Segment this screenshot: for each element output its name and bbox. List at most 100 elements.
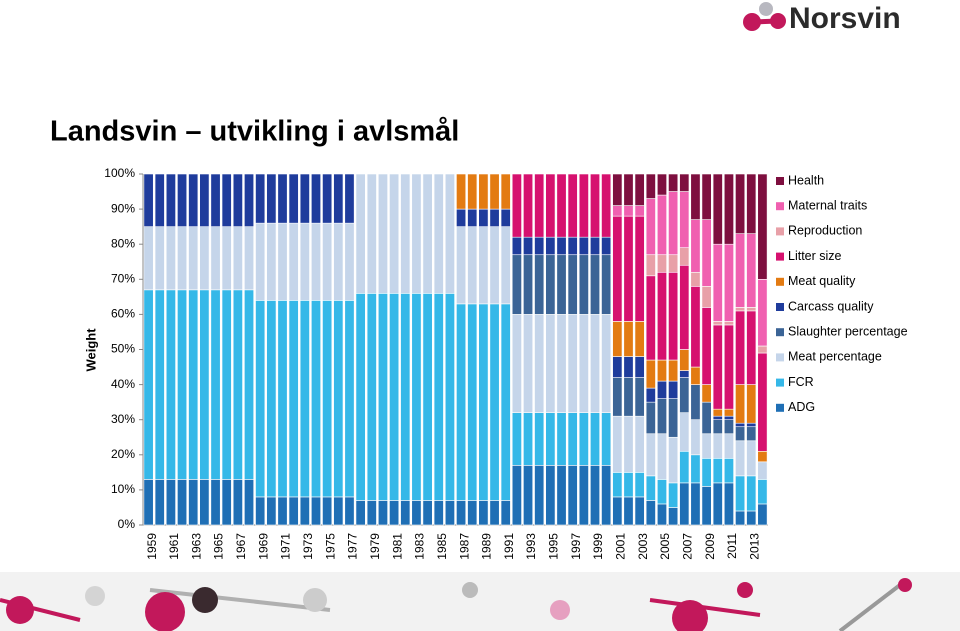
bar-segment bbox=[299, 173, 310, 224]
bar-segment bbox=[634, 377, 645, 417]
x-tick-label: 1993 bbox=[524, 533, 538, 560]
legend-label: Reproduction bbox=[788, 224, 862, 238]
bar-segment bbox=[634, 205, 645, 217]
bar-segment bbox=[467, 226, 478, 305]
bar-segment bbox=[489, 208, 500, 227]
bar-segment bbox=[757, 503, 768, 526]
bar-segment bbox=[623, 356, 634, 378]
legend-swatch bbox=[776, 252, 784, 261]
bar-segment bbox=[277, 496, 288, 526]
x-tick-label: 1979 bbox=[368, 533, 382, 560]
logo: Norsvin bbox=[743, 2, 901, 35]
bar-segment bbox=[578, 314, 589, 413]
x-tick-label: 1959 bbox=[145, 533, 159, 560]
bar-segment bbox=[612, 472, 623, 498]
bar-segment bbox=[690, 366, 701, 385]
bar-segment bbox=[545, 465, 556, 526]
bar-segment bbox=[612, 321, 623, 357]
bar-segment bbox=[534, 254, 545, 315]
bar-segment bbox=[679, 173, 690, 192]
bar-segment bbox=[422, 293, 433, 501]
bar-segment bbox=[712, 433, 723, 459]
bar-segment bbox=[500, 303, 511, 501]
bar-segment bbox=[656, 271, 667, 361]
bar-segment bbox=[612, 215, 623, 322]
bar-segment bbox=[355, 173, 366, 294]
bar-segment bbox=[578, 465, 589, 526]
bar-segment bbox=[511, 412, 522, 466]
bar-segment bbox=[545, 412, 556, 466]
bar-segment bbox=[735, 475, 746, 512]
bar-segment bbox=[712, 173, 723, 245]
bar-segment bbox=[601, 412, 612, 466]
x-tick-label: 2001 bbox=[614, 533, 628, 560]
x-tick-label: 1999 bbox=[591, 533, 605, 560]
bar-segment bbox=[556, 254, 567, 315]
bar-segment bbox=[656, 398, 667, 435]
bar-segment bbox=[288, 173, 299, 224]
bar-segment bbox=[645, 254, 656, 277]
bar-segment bbox=[266, 222, 277, 301]
footer-decoration bbox=[0, 572, 960, 631]
bar-segment bbox=[746, 475, 757, 512]
bar-segment bbox=[656, 479, 667, 505]
bar-segment bbox=[668, 482, 679, 508]
bar-segment bbox=[623, 472, 634, 498]
bar-segment bbox=[645, 433, 656, 477]
bar-segment bbox=[735, 422, 746, 428]
bar-segment bbox=[668, 173, 679, 192]
bar-segment bbox=[456, 208, 467, 227]
x-tick-label: 1977 bbox=[346, 533, 360, 560]
bar-segment bbox=[322, 496, 333, 526]
bar-segment bbox=[523, 173, 534, 238]
legend-swatch bbox=[776, 378, 784, 387]
x-tick-label: 2009 bbox=[703, 533, 717, 560]
bar-segment bbox=[690, 286, 701, 368]
bar-segment bbox=[165, 173, 176, 227]
bar-segment bbox=[578, 236, 589, 256]
bar-segment bbox=[656, 254, 667, 273]
bar-segment bbox=[467, 208, 478, 227]
bar-segment bbox=[612, 356, 623, 378]
bar-segment bbox=[355, 293, 366, 501]
bar-segment bbox=[299, 222, 310, 301]
bar-segment bbox=[735, 310, 746, 385]
bar-segment bbox=[165, 226, 176, 291]
bar-segment bbox=[433, 293, 444, 501]
bar-segment bbox=[333, 173, 344, 224]
bar-segment bbox=[746, 510, 757, 526]
bar-segment bbox=[656, 194, 667, 256]
bar-segment bbox=[645, 275, 656, 361]
bar-segment bbox=[366, 500, 377, 526]
bar-segment bbox=[500, 226, 511, 305]
bar-segment bbox=[511, 254, 522, 315]
legend-label: Maternal traits bbox=[788, 198, 867, 212]
bar-segment bbox=[612, 173, 623, 206]
x-tick-label: 1975 bbox=[323, 533, 337, 560]
bar-segment bbox=[143, 479, 154, 526]
bar-segment bbox=[333, 222, 344, 301]
bar-segment bbox=[757, 173, 768, 280]
bar-segment bbox=[567, 314, 578, 413]
bar-segment bbox=[545, 314, 556, 413]
bar-segment bbox=[322, 222, 333, 301]
bar-segment bbox=[690, 384, 701, 421]
bar-segment bbox=[232, 289, 243, 480]
bar-segment bbox=[221, 289, 232, 480]
bar-segment bbox=[534, 465, 545, 526]
x-tick-label: 1983 bbox=[413, 533, 427, 560]
bar-segment bbox=[389, 500, 400, 526]
bar-segment bbox=[645, 387, 656, 403]
bar-segment bbox=[143, 289, 154, 480]
bar-segment bbox=[154, 173, 165, 227]
bar-segment bbox=[389, 293, 400, 501]
bar-segment bbox=[567, 173, 578, 238]
bar-segment bbox=[244, 226, 255, 291]
bar-segment bbox=[489, 500, 500, 526]
bar-segment bbox=[444, 173, 455, 294]
bar-segment bbox=[478, 500, 489, 526]
legend-swatch bbox=[776, 353, 784, 362]
x-tick-label: 2011 bbox=[725, 533, 739, 559]
bar-segment bbox=[232, 226, 243, 291]
bar-segment bbox=[188, 289, 199, 480]
